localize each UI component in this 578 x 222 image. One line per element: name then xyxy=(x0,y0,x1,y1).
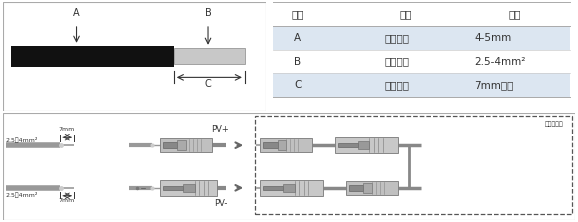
Bar xyxy=(358,141,369,149)
Bar xyxy=(263,142,277,148)
Text: 导线内径: 导线内径 xyxy=(384,57,410,67)
Text: 2.5-4mm²: 2.5-4mm² xyxy=(474,57,525,67)
Bar xyxy=(283,184,295,192)
Bar xyxy=(160,138,212,152)
Text: C: C xyxy=(205,79,212,89)
Bar xyxy=(255,116,572,214)
Bar xyxy=(177,140,186,150)
Text: 导线外径: 导线外径 xyxy=(384,33,410,43)
Text: 2.5～4mm²: 2.5～4mm² xyxy=(6,192,38,198)
Bar xyxy=(160,180,217,196)
Text: 2.5～4mm²: 2.5～4mm² xyxy=(6,137,38,143)
Text: A: A xyxy=(73,8,80,18)
Bar xyxy=(273,50,570,73)
Bar xyxy=(163,186,183,190)
Bar xyxy=(260,180,323,196)
Text: A: A xyxy=(294,33,302,43)
Bar xyxy=(349,185,364,191)
Text: 7mm左右: 7mm左右 xyxy=(474,80,514,90)
Text: 7mm: 7mm xyxy=(59,198,75,203)
Text: 7mm: 7mm xyxy=(59,127,75,132)
Bar xyxy=(183,184,195,192)
Bar xyxy=(263,186,283,190)
Bar xyxy=(273,73,570,97)
Text: 4-5mm: 4-5mm xyxy=(474,33,512,43)
Bar xyxy=(174,48,245,63)
Text: 剖线长度: 剖线长度 xyxy=(384,80,410,90)
Text: 逆变器内部: 逆变器内部 xyxy=(545,121,564,127)
Bar xyxy=(338,143,358,147)
Text: 名称: 名称 xyxy=(292,9,304,19)
Bar xyxy=(260,138,312,152)
Text: 说明: 说明 xyxy=(400,9,413,19)
Text: B: B xyxy=(205,8,212,18)
Text: B: B xyxy=(294,57,302,67)
Bar xyxy=(11,46,174,67)
Bar xyxy=(346,181,398,195)
Bar xyxy=(277,140,286,150)
Text: PV+: PV+ xyxy=(212,125,229,134)
Bar xyxy=(273,26,570,50)
Bar xyxy=(163,142,177,148)
Bar xyxy=(335,137,398,153)
Bar xyxy=(364,183,372,193)
Text: 数值: 数值 xyxy=(508,9,521,19)
Text: PV-: PV- xyxy=(214,199,227,208)
Text: C: C xyxy=(294,80,302,90)
